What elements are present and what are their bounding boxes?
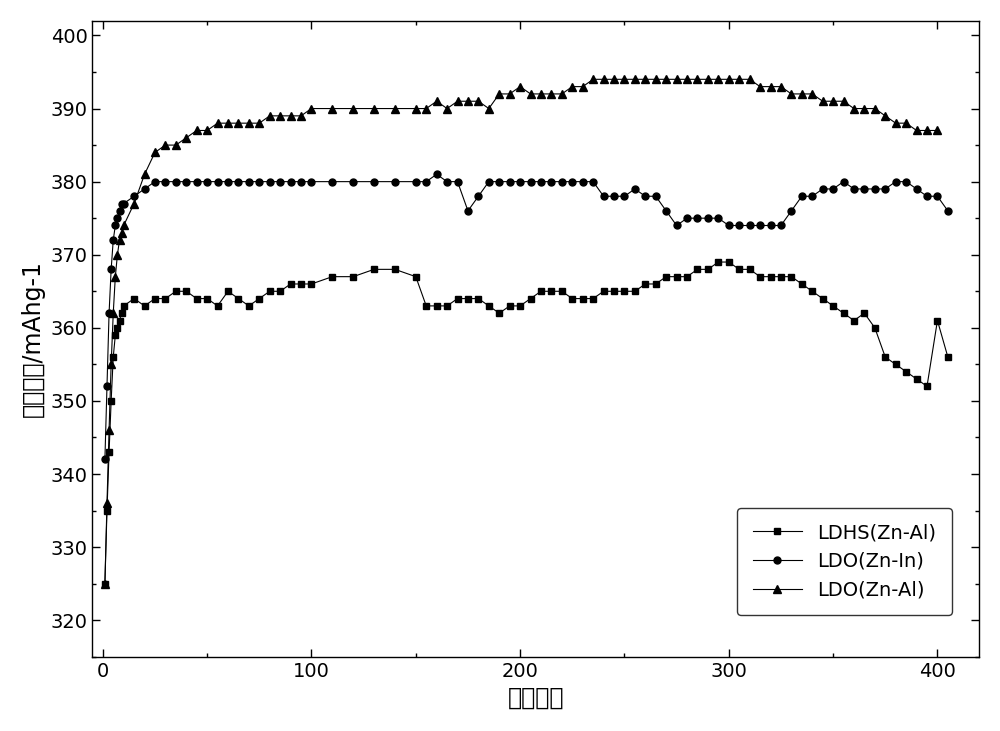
LDO(Zn-In) (472, 192, 484, 200)
LDO(Zn-Al) (702, 75, 714, 83)
LDO(Zn-In) (431, 170, 443, 178)
LDO(Zn-Al) (109, 272, 121, 281)
LDO(Zn-Al) (587, 75, 599, 83)
LDHS(Zn-Al) (109, 330, 121, 339)
LDO(Zn-Al) (598, 75, 610, 83)
LDHS(Zn-Al) (462, 294, 474, 303)
LDO(Zn-In) (514, 177, 526, 186)
Line: LDO(Zn-In): LDO(Zn-In) (101, 171, 951, 463)
LDO(Zn-Al) (931, 126, 943, 135)
LDO(Zn-Al) (149, 148, 161, 156)
LDHS(Zn-Al) (101, 506, 113, 515)
LDO(Zn-In) (785, 206, 797, 215)
LDHS(Zn-Al) (712, 257, 724, 266)
LDHS(Zn-Al) (744, 265, 756, 273)
Legend: LDHS(Zn-Al), LDO(Zn-In), LDO(Zn-Al): LDHS(Zn-Al), LDO(Zn-In), LDO(Zn-Al) (737, 507, 952, 616)
LDHS(Zn-Al) (942, 352, 954, 361)
X-axis label: 循环次数: 循环次数 (508, 686, 564, 711)
Line: LDHS(Zn-Al): LDHS(Zn-Al) (102, 260, 951, 586)
LDHS(Zn-Al) (504, 301, 516, 310)
Line: LDO(Zn-Al): LDO(Zn-Al) (101, 75, 942, 588)
LDO(Zn-Al) (754, 82, 766, 91)
LDO(Zn-In) (942, 206, 954, 215)
LDHS(Zn-Al) (785, 272, 797, 281)
LDO(Zn-In) (99, 455, 111, 463)
Y-axis label: 放电容量/mAhg-1: 放电容量/mAhg-1 (21, 260, 45, 417)
LDO(Zn-Al) (99, 579, 111, 588)
LDO(Zn-Al) (201, 126, 213, 135)
LDO(Zn-In) (744, 221, 756, 230)
LDO(Zn-In) (109, 221, 121, 230)
LDHS(Zn-Al) (99, 579, 111, 588)
LDO(Zn-In) (101, 382, 113, 390)
